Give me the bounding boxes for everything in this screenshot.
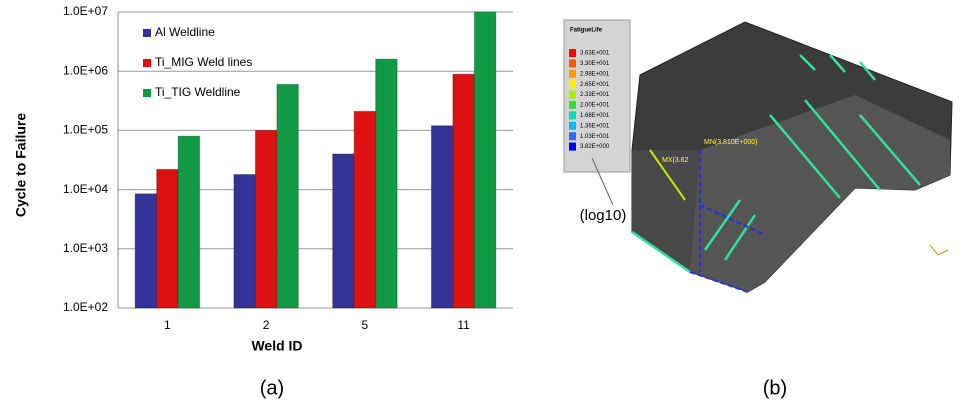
fe-legend-label: 2.98E+001 — [580, 71, 610, 77]
x-axis-title: Weld ID — [251, 338, 302, 354]
x-tick-label: 5 — [362, 318, 369, 332]
fe-legend-label: 1.03E+001 — [580, 134, 610, 140]
fe-legend-swatch — [569, 101, 576, 109]
fe-legend-swatch — [569, 70, 576, 78]
bar — [178, 136, 200, 308]
fe-legend-swatch — [569, 59, 576, 67]
bar — [474, 12, 496, 308]
y-tick-label: 1.0E+05 — [63, 123, 108, 137]
bar — [333, 154, 355, 308]
legend-label: Al Weldline — [155, 25, 215, 39]
max-label: MX(3.62 — [662, 157, 689, 164]
legend-label: Ti_MIG Weld lines — [155, 55, 252, 69]
bar — [431, 126, 453, 308]
fe-legend-label: 1.36E+001 — [580, 123, 610, 129]
y-tick-label: 1.0E+03 — [63, 241, 108, 255]
fe-legend-swatch — [569, 132, 576, 140]
x-tick-label: 2 — [263, 318, 270, 332]
panel-label: (a) — [260, 377, 284, 399]
bar — [376, 59, 398, 308]
y-tick-label: 1.0E+04 — [63, 182, 108, 196]
legend-swatch — [143, 59, 151, 67]
fe-legend-swatch — [569, 49, 576, 57]
fe-legend-label: 2.65E+001 — [580, 82, 610, 88]
x-tick-label: 11 — [457, 318, 470, 332]
fe-legend-title: FatigueLife — [570, 28, 603, 34]
y-tick-label: 1.0E+02 — [63, 300, 108, 314]
scale-note: (log10) — [580, 207, 627, 224]
min-label: MN(3.810E+000) — [704, 139, 758, 146]
fe-legend-swatch — [569, 91, 576, 99]
y-tick-label: 1.0E+07 — [63, 4, 108, 18]
bar — [453, 74, 475, 308]
figure: Cycle to Failure Weld ID (a) (b) MX(3.62… — [0, 0, 961, 406]
fe-legend-label: 3.30E+001 — [580, 61, 610, 67]
y-axis-title: Cycle to Failure — [13, 113, 29, 217]
fe-legend-label: 2.33E+001 — [580, 92, 610, 98]
bar — [277, 84, 299, 308]
bar — [234, 174, 256, 308]
fe-legend-label: 3.82E+000 — [580, 144, 610, 150]
x-tick-label: 1 — [164, 318, 171, 332]
fe-legend-swatch — [569, 80, 576, 88]
fe-legend-label: 1.68E+001 — [580, 113, 610, 119]
legend-swatch — [143, 89, 151, 97]
y-tick-label: 1.0E+06 — [63, 63, 108, 77]
bar — [135, 194, 157, 308]
fe-legend-label: 2.00E+001 — [580, 103, 610, 109]
bar — [255, 130, 277, 308]
fe-legend-swatch — [569, 143, 576, 151]
fe-legend-swatch — [569, 111, 576, 119]
bar — [354, 111, 376, 308]
fe-legend-label: 3.63E+001 — [580, 51, 610, 57]
panel-label: (b) — [763, 377, 787, 399]
fe-legend-swatch — [569, 122, 576, 130]
bar — [157, 169, 179, 308]
legend-swatch — [143, 29, 151, 37]
legend-label: Ti_TIG Weldline — [155, 85, 241, 99]
